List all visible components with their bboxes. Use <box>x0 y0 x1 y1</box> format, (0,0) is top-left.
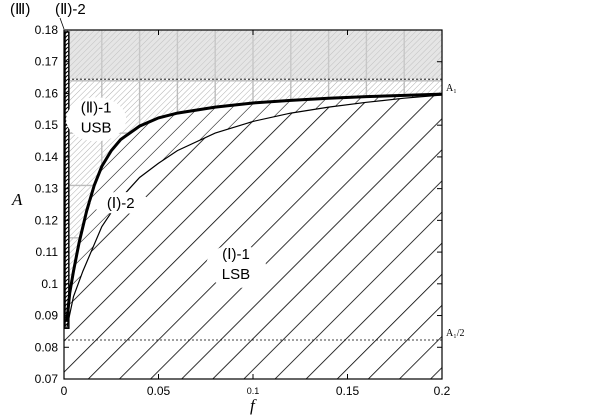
region-III-dash <box>64 222 69 227</box>
y-tick-label: 0.1 <box>41 277 58 291</box>
region-label-secondary: LSB <box>222 266 250 283</box>
y-tick-label: 0.14 <box>35 150 59 164</box>
region-III-dash <box>64 146 69 151</box>
upper-boundary-curve <box>65 92 442 323</box>
region-III-dash <box>64 178 69 183</box>
region-III-dash <box>64 214 69 219</box>
region-label-primary: (Ⅰ)-1 <box>222 246 250 263</box>
region-III-dash <box>64 166 69 171</box>
region-III-dash <box>64 138 69 143</box>
y-axis-label: A <box>11 190 23 209</box>
y-tick-label: 0.15 <box>35 118 59 132</box>
region-III-dash <box>64 50 69 55</box>
region-label-primary: (Ⅰ)-2 <box>107 195 135 212</box>
region-III-dash <box>64 46 69 51</box>
region-III-dash <box>64 270 69 275</box>
region-label-backdrop <box>66 97 127 142</box>
region-label-primary: (Ⅱ)-1 <box>81 99 112 116</box>
region-III-dash <box>64 150 69 155</box>
y-axis-ticks: 0.07 0.08 0.09 0.1 0.11 0.12 0.13 0.14 0.15 0.16 0… <box>35 23 442 386</box>
region-III-dash <box>64 158 69 163</box>
region-III-dash <box>64 82 69 87</box>
region-III-dash <box>64 98 69 103</box>
region-label-secondary: USB <box>81 119 112 136</box>
region-III-dash <box>64 126 69 131</box>
x-tick-label: 0.05 <box>147 384 171 398</box>
x-axis-label: f <box>250 396 257 415</box>
region-III-dash <box>64 30 69 35</box>
region-III-dash <box>64 70 69 75</box>
y-tick-label: 0.13 <box>35 182 59 196</box>
reference-label-A1: A₁ <box>446 83 457 94</box>
region-III-dash <box>64 290 69 295</box>
region-III-dash <box>64 66 69 71</box>
region-III-dash <box>64 246 69 251</box>
top-label-II-2: (Ⅱ)-2 <box>55 1 86 18</box>
region-label-backdrop <box>205 244 266 289</box>
region-III-dash <box>64 210 69 215</box>
region-III-dash <box>64 38 69 43</box>
region-III-dash <box>64 262 69 267</box>
region-III-dash <box>64 242 69 247</box>
reference-label-A1-half: A₁/2 <box>446 328 465 339</box>
region-III-dash <box>64 42 69 47</box>
x-tick-label: 0.1 <box>247 386 260 396</box>
region-III-dash <box>64 74 69 79</box>
y-tick-label: 0.17 <box>35 55 59 69</box>
top-band-fill <box>64 30 442 80</box>
region-III-dash <box>64 134 69 139</box>
lower-boundary-curve <box>66 94 442 329</box>
region-III-dash <box>64 170 69 175</box>
region-III-dash <box>64 34 69 39</box>
x-axis-ticks: 0 0.05 0.1 0.15 0.2 <box>61 30 451 398</box>
x-tick-label: 0.15 <box>336 384 360 398</box>
region-label-backdrop <box>90 191 151 214</box>
region-III-dash <box>64 194 69 199</box>
y-tick-label: 0.11 <box>36 245 59 259</box>
y-tick-label: 0.12 <box>35 213 59 227</box>
y-tick-label: 0.09 <box>35 309 59 323</box>
region-III-dash <box>64 258 69 263</box>
region-III-dash <box>64 182 69 187</box>
region-III-dash <box>64 286 69 291</box>
region-III-dash <box>64 78 69 83</box>
y-tick-label: 0.16 <box>35 86 59 100</box>
region-labels: (Ⅱ)-1 USB (Ⅰ)-2 (Ⅰ)-1 LSB <box>66 97 266 289</box>
region-III-dash <box>64 274 69 279</box>
region-III-dash <box>64 162 69 167</box>
boundary-lines <box>64 78 442 341</box>
y-tick-label: 0.08 <box>35 340 59 354</box>
y-tick-label: 0.18 <box>35 23 59 37</box>
x-tick-label: 0.2 <box>434 384 451 398</box>
region-III-dash <box>64 298 69 303</box>
region-III-dash <box>64 130 69 135</box>
region-III-dash <box>64 190 69 195</box>
region-III-dash <box>64 238 69 243</box>
region-III-dash <box>64 142 69 147</box>
region-III-dash <box>64 94 69 99</box>
top-label-III: (Ⅲ) <box>10 1 30 18</box>
top-label-pointer <box>59 17 65 30</box>
region-III-dash <box>64 62 69 67</box>
region-III-dash <box>64 234 69 239</box>
region-III-dash <box>64 206 69 211</box>
region-III-dash <box>64 202 69 207</box>
region-III-dash <box>64 106 69 111</box>
region-III-dash <box>64 266 69 271</box>
region-III-dash <box>64 294 69 299</box>
region-III-dash <box>64 254 69 259</box>
region-III-dash <box>64 174 69 179</box>
region-III-dash <box>64 278 69 283</box>
region-III-dash <box>64 86 69 91</box>
x-tick-label: 0 <box>61 384 68 398</box>
region-III-dash <box>64 230 69 235</box>
region-III-dash <box>64 102 69 107</box>
region-III-dash <box>64 226 69 231</box>
region-III-dash <box>64 54 69 59</box>
y-tick-label: 0.07 <box>35 372 59 386</box>
region-III-dash <box>64 198 69 203</box>
region-III-dash <box>64 110 69 115</box>
